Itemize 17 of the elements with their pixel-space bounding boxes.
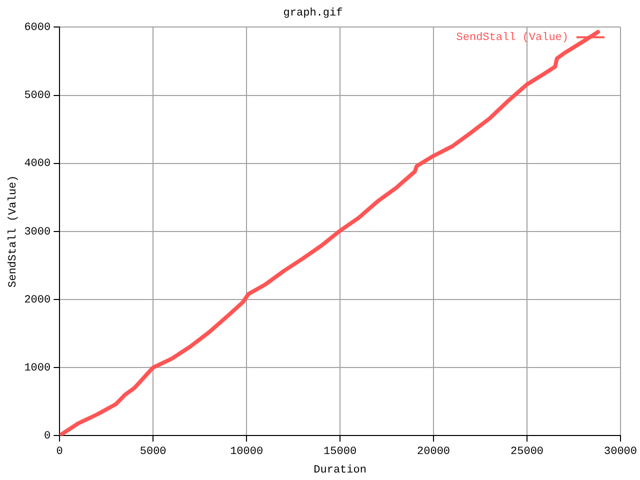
x-tick-label: 15000 xyxy=(324,446,357,458)
x-tick-label: 5000 xyxy=(140,446,166,458)
x-tick-label: 30000 xyxy=(604,446,638,458)
x-tick-label: 10000 xyxy=(230,446,264,458)
y-axis-title: SendStall (Value) xyxy=(8,175,20,288)
chart-title: graph.gif xyxy=(283,8,343,20)
y-tick-label: 3000 xyxy=(24,226,51,238)
x-tick-label: 25000 xyxy=(510,446,544,458)
y-tick-label: 1000 xyxy=(24,362,51,374)
x-tick-label: 0 xyxy=(56,446,63,458)
y-tick-label: 5000 xyxy=(24,90,51,102)
y-tick-label: 4000 xyxy=(24,158,51,170)
y-tick-label: 0 xyxy=(44,430,51,443)
y-tick-label: 2000 xyxy=(24,294,51,306)
x-tick-label: 20000 xyxy=(417,446,450,458)
x-axis-title: Duration xyxy=(314,464,366,476)
y-tick-label: 6000 xyxy=(24,22,51,34)
